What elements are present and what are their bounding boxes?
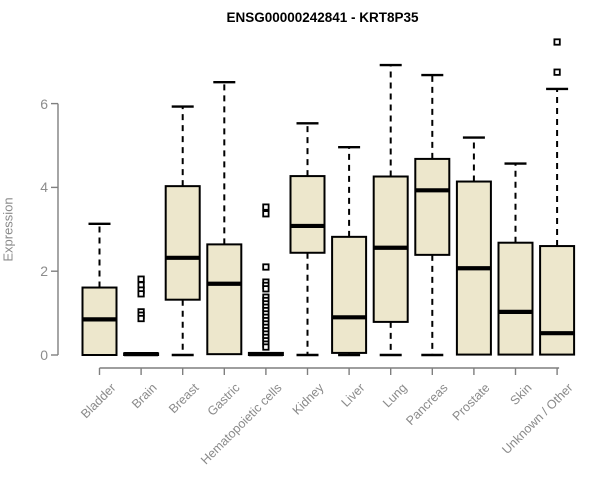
iqr-box — [164, 185, 201, 301]
iqr-box — [206, 243, 243, 356]
outlier-point — [553, 68, 561, 76]
outlier-point — [553, 38, 561, 46]
outlier-point — [137, 290, 145, 298]
chart-title: ENSG00000242841 - KRT8P35 — [226, 10, 419, 25]
outlier-point — [262, 343, 270, 351]
iqr-box — [289, 175, 326, 254]
iqr-box — [539, 245, 576, 356]
iqr-box — [331, 235, 368, 354]
outlier-point — [262, 203, 270, 211]
y-tick-label: 6 — [40, 95, 48, 112]
outlier-point — [262, 263, 270, 271]
iqr-box — [497, 241, 534, 356]
iqr-box — [414, 157, 451, 256]
outlier-point — [137, 314, 145, 323]
outlier-point — [137, 275, 145, 283]
y-axis-title: Expression — [0, 197, 16, 262]
outlier-point — [262, 285, 270, 293]
y-tick-label: 4 — [40, 179, 48, 196]
y-tick-label: 2 — [40, 263, 48, 280]
outlier-point — [262, 210, 270, 218]
y-tick-label: 0 — [40, 347, 48, 363]
